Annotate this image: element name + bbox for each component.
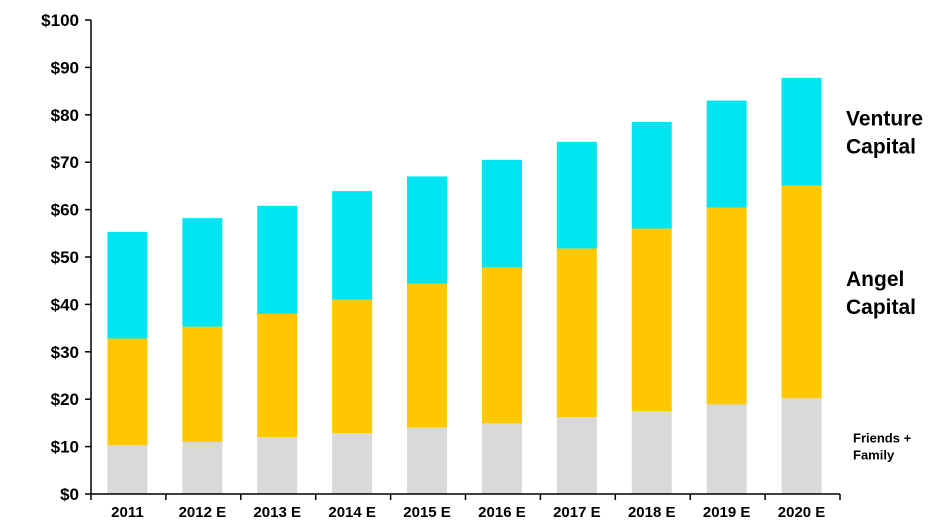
x-tick-label: 2016 E [478,504,526,521]
bar-venture-capital-1 [182,218,223,327]
y-tick-label: $20 [51,390,79,409]
bar-venture-capital-3 [332,191,373,300]
y-axis: $0 $10 $20 $30 $40 $50 $60 $70 $80 $90 $100 [41,11,92,504]
legend-label-line: Capital [846,136,916,159]
bar-venture-capital-4 [407,176,448,284]
legend-label-line: Family [853,448,895,463]
bar-friends-family-2 [257,437,298,494]
bar-venture-capital-9 [781,77,822,186]
bar-friends-family-0 [107,445,148,494]
legend-label-line: Capital [846,296,916,319]
y-tick-label: $0 [60,485,79,504]
bar-friends-family-1 [182,441,223,494]
legend-label-line: Angel [846,268,904,291]
bar-friends-family-4 [407,427,448,494]
x-tick-label: 2012 E [179,504,227,521]
bar-friends-family-5 [481,423,522,494]
x-tick-label: 2020 E [778,504,826,521]
bar-friends-family-6 [556,417,597,494]
y-tick-label: $80 [51,106,79,125]
bar-angel-capital-8 [706,207,747,405]
x-tick-label: 2013 E [253,504,301,521]
bar-angel-capital-0 [107,338,148,446]
x-tick-label: 2014 E [328,504,376,521]
y-tick-label: $10 [51,438,79,457]
bar-angel-capital-6 [556,248,597,418]
bar-venture-capital-2 [257,205,298,314]
bar-angel-capital-9 [781,185,822,399]
bar-angel-capital-1 [182,326,223,442]
bar-angel-capital-5 [481,267,522,424]
bar-venture-capital-6 [556,141,597,249]
bars [107,77,822,494]
x-tick-label: 2017 E [553,504,601,521]
legend-label-line: Venture [846,108,923,131]
legend-angel-capital: Angel Capital [846,268,916,319]
y-tick-label: $50 [51,248,79,267]
x-tick-label: 2011 [111,504,144,521]
bar-friends-family-7 [631,411,672,494]
legend-venture-capital: Venture Capital [846,108,923,159]
bar-angel-capital-7 [631,228,672,412]
legend-friends-family: Friends + Family [853,431,912,463]
y-tick-label: $70 [51,153,79,172]
bar-angel-capital-3 [332,299,373,434]
bar-venture-capital-0 [107,231,148,339]
y-tick-label: $100 [41,11,79,30]
y-tick-label: $60 [51,201,79,220]
x-tick-label: 2019 E [703,504,751,521]
bar-angel-capital-2 [257,313,298,438]
bar-friends-family-9 [781,398,822,494]
bar-friends-family-3 [332,433,373,494]
bar-venture-capital-7 [631,121,672,229]
bar-friends-family-8 [706,404,747,494]
x-tick-label: 2015 E [403,504,451,521]
y-tick-label: $90 [51,58,79,77]
y-tick-label: $30 [51,343,79,362]
bar-angel-capital-4 [407,283,448,428]
x-axis: 2011 2012 E 2013 E 2014 E 2015 E 2016 E 2017 E… [90,493,841,521]
bar-venture-capital-5 [481,159,522,268]
bar-venture-capital-8 [706,100,747,208]
legend: Friends + Family Angel Capital Venture Capita… [846,108,923,463]
legend-label-line: Friends + [853,431,912,446]
x-tick-label: 2018 E [628,504,676,521]
y-tick-label: $40 [51,295,79,314]
